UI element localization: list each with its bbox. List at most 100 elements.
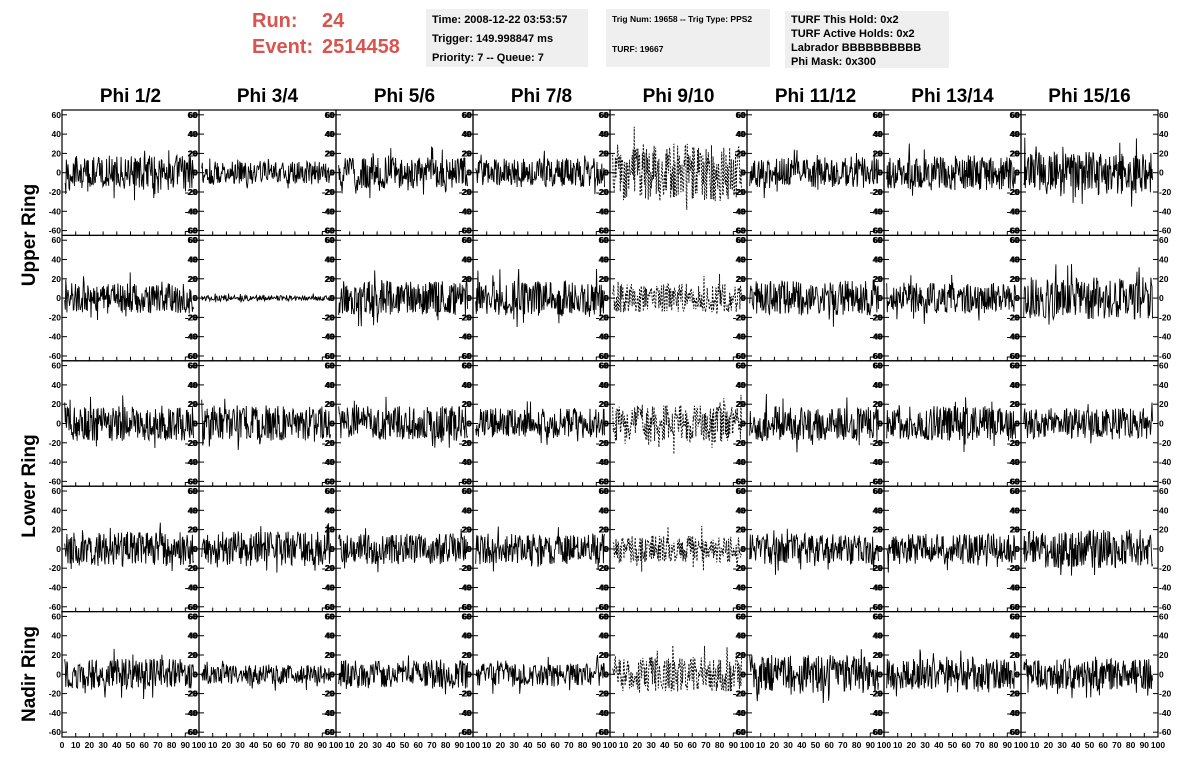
x-tick-label: 70 <box>290 740 300 750</box>
y-tick-label: 40 <box>874 505 884 515</box>
y-tick-label: -40 <box>597 708 610 718</box>
y-tick-label: 60 <box>52 110 62 120</box>
y-tick-label: 60 <box>736 361 746 371</box>
x-tick-label: 20 <box>633 740 643 750</box>
waveform-line <box>612 394 742 455</box>
y-tick-label: -20 <box>459 312 472 322</box>
y-tick-label: 0 <box>604 293 609 303</box>
y-tick-label: -60 <box>322 351 335 361</box>
y-tick-label: -40 <box>1007 708 1020 718</box>
y-tick-label: -40 <box>1008 708 1021 718</box>
y-tick-label: 0 <box>467 669 472 679</box>
y-tick-label: 40 <box>52 255 62 265</box>
y-tick-label: 20 <box>599 525 609 535</box>
y-tick-label: 60 <box>873 110 883 120</box>
y-tick-label: 60 <box>1159 110 1169 120</box>
y-tick-label: 0 <box>740 669 745 679</box>
y-tick-label: 20 <box>1159 525 1169 535</box>
y-tick-label: -20 <box>870 438 883 448</box>
y-tick-label: 0 <box>329 168 334 178</box>
y-tick-label: 60 <box>600 486 610 496</box>
y-tick-label: 60 <box>1159 235 1169 245</box>
y-tick-label: -40 <box>733 206 746 216</box>
x-tick-label: 20 <box>1044 740 1054 750</box>
y-tick-label: 40 <box>52 129 62 139</box>
y-tick-label: 60 <box>1011 235 1021 245</box>
y-tick-label: -40 <box>186 708 199 718</box>
y-tick-label: -60 <box>871 476 884 486</box>
y-tick-label: -20 <box>460 312 473 322</box>
y-tick-label: -20 <box>323 438 336 448</box>
y-tick-label: -40 <box>186 206 199 216</box>
y-tick-label: 0 <box>1014 293 1019 303</box>
y-tick-label: 0 <box>330 293 335 303</box>
y-tick-label: 60 <box>874 361 884 371</box>
y-tick-label: 60 <box>736 110 746 120</box>
y-tick-label: 20 <box>52 148 62 158</box>
y-tick-label: -20 <box>49 312 62 322</box>
y-tick-label: -20 <box>185 312 198 322</box>
y-tick-label: 0 <box>467 419 472 429</box>
y-tick-label: -60 <box>459 727 472 737</box>
y-tick-label: -40 <box>323 708 336 718</box>
waveform-line <box>749 394 879 453</box>
y-tick-label: -40 <box>871 708 884 718</box>
y-tick-label: -20 <box>871 689 884 699</box>
waveform-line <box>749 149 879 199</box>
y-tick-label: -60 <box>459 602 472 612</box>
y-tick-label: 20 <box>325 399 335 409</box>
x-tick-label: 60 <box>824 740 834 750</box>
y-tick-label: 40 <box>1010 255 1020 265</box>
x-tick-label: 90 <box>455 740 465 750</box>
y-tick-label: 20 <box>600 650 610 660</box>
y-tick-label: -40 <box>186 582 199 592</box>
y-tick-label: 60 <box>600 611 610 621</box>
y-tick-label: -20 <box>734 312 747 322</box>
y-tick-label: -40 <box>323 457 336 467</box>
y-tick-label: 40 <box>189 380 199 390</box>
y-tick-label: 60 <box>462 486 472 496</box>
y-tick-label: 60 <box>736 235 746 245</box>
y-tick-label: 60 <box>463 235 473 245</box>
y-tick-label: -40 <box>733 708 746 718</box>
y-tick-label: -60 <box>1159 602 1172 612</box>
y-tick-label: 20 <box>736 650 746 660</box>
y-tick-label: -60 <box>186 226 199 236</box>
y-tick-label: 0 <box>330 544 335 554</box>
x-tick-label: 70 <box>153 740 163 750</box>
y-tick-label: 20 <box>463 399 473 409</box>
x-tick-label: 40 <box>523 740 533 750</box>
y-tick-label: -60 <box>1159 226 1172 236</box>
y-tick-label: 60 <box>1011 110 1021 120</box>
y-tick-label: -60 <box>733 351 746 361</box>
y-tick-label: -40 <box>1008 206 1021 216</box>
y-tick-label: 20 <box>736 399 746 409</box>
x-tick-label: 90 <box>318 740 328 750</box>
y-tick-label: -60 <box>459 476 472 486</box>
y-tick-label: -20 <box>1007 438 1020 448</box>
y-tick-label: -60 <box>186 602 199 612</box>
y-tick-label: -20 <box>870 312 883 322</box>
y-tick-label: -20 <box>1008 563 1021 573</box>
y-tick-label: 20 <box>599 148 609 158</box>
waveform-line <box>201 293 331 303</box>
waveform-line <box>338 655 468 695</box>
y-tick-label: -40 <box>185 582 198 592</box>
y-tick-label: 40 <box>737 129 747 139</box>
y-tick-label: 0 <box>56 419 61 429</box>
waveform-line <box>886 532 1016 573</box>
y-tick-label: 40 <box>599 505 609 515</box>
y-tick-label: 20 <box>189 274 199 284</box>
y-tick-label: 20 <box>873 650 883 660</box>
x-tick-label: 60 <box>961 740 971 750</box>
y-tick-label: 60 <box>462 110 472 120</box>
y-tick-label: -60 <box>49 602 62 612</box>
y-tick-label: 0 <box>603 168 608 178</box>
y-tick-label: -60 <box>1008 476 1021 486</box>
y-tick-label: 60 <box>188 611 198 621</box>
y-tick-label: -60 <box>597 476 610 486</box>
y-tick-label: 40 <box>462 631 472 641</box>
y-tick-label: -60 <box>733 602 746 612</box>
y-tick-label: -60 <box>1007 727 1020 737</box>
event-label: Event: <box>252 36 314 58</box>
